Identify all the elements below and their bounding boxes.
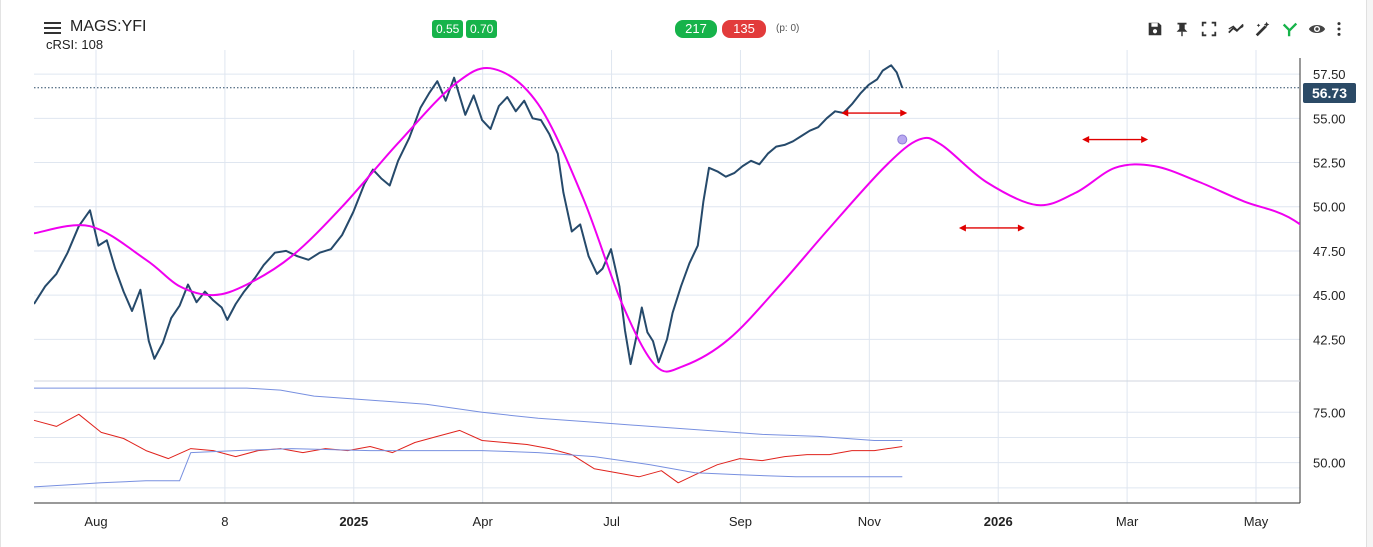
more-vert-icon[interactable] [1334,19,1344,39]
indicator-label: cRSI: 108 [46,37,104,52]
y-tick-label-main: 50.00 [1313,200,1346,215]
x-tick-label: Mar [1116,514,1139,529]
p-value-label: (p: 0) [776,23,800,34]
cycle-line [34,67,1300,373]
main-price-panel [34,64,1300,373]
x-tick-label: May [1244,514,1269,529]
x-tick-label: 2026 [984,514,1013,529]
y-axis-labels: 42.50 45.00 47.50 50.00 52.50 55.00 57.50 50.00… [1313,67,1346,471]
double-arrow-2 [1082,136,1149,144]
y-tick-label-main: 55.00 [1313,111,1346,126]
y-tick-label-main: 47.50 [1313,244,1346,259]
grid-lines [34,50,1300,503]
arrow-head-right [900,109,908,117]
arrow-head-left [841,109,849,117]
y-tick-label-lower: 50.00 [1313,456,1346,471]
y-tick-label-main: 42.50 [1313,332,1346,347]
eye-icon[interactable] [1307,19,1327,39]
arrow-head-left [958,224,966,232]
save-icon[interactable] [1145,19,1165,39]
compare-icon[interactable] [1226,19,1246,39]
badge-count-green: 217 [675,20,717,38]
y-tick-label-main: 45.00 [1313,288,1346,303]
cycle-marker [897,134,908,145]
arrow-head-left [1082,136,1090,144]
magic-wand-icon[interactable] [1253,19,1273,39]
double-arrow-0 [841,109,908,117]
lower-series-upper-band [34,387,903,441]
cycle-icon[interactable] [1280,19,1300,39]
arrow-head-right [1017,224,1025,232]
arrow-head-right [1141,136,1149,144]
y-tick-label-lower: 75.00 [1313,405,1346,420]
badge-count-red: 135 [722,20,766,38]
price-line [34,64,904,366]
badge-left-2: 0.70 [466,20,497,38]
x-tick-label: 8 [221,514,228,529]
pin-icon[interactable] [1172,19,1192,39]
double-arrow-1 [958,224,1025,232]
cycle-arrows [841,109,1149,232]
scrollbar[interactable] [1366,0,1373,547]
x-axis-labels: Aug 8 2025 Apr Jul Sep Nov 2026 Mar May [84,514,1268,529]
chart-toolbar [1145,17,1344,41]
lower-indicator-panel [33,387,903,488]
lower-series-crsi [33,413,903,484]
badge-left-1: 0.55 [432,20,463,38]
x-tick-label: 2025 [339,514,368,529]
hamburger-menu-icon[interactable] [44,22,61,35]
chart-axes [34,58,1301,504]
y-tick-label-main: 57.50 [1313,67,1346,82]
y-tick-label-main: 52.50 [1313,156,1346,171]
x-tick-label: Jul [603,514,620,529]
x-tick-label: Apr [473,514,494,529]
symbol-title[interactable]: MAGS:YFI [70,18,147,35]
fullscreen-icon[interactable] [1199,19,1219,39]
x-tick-label: Sep [729,514,752,529]
lower-series-lower-band [33,448,903,488]
last-price-tag: 56.73 [1303,83,1356,103]
x-tick-label: Aug [84,514,107,529]
x-tick-label: Nov [858,514,882,529]
